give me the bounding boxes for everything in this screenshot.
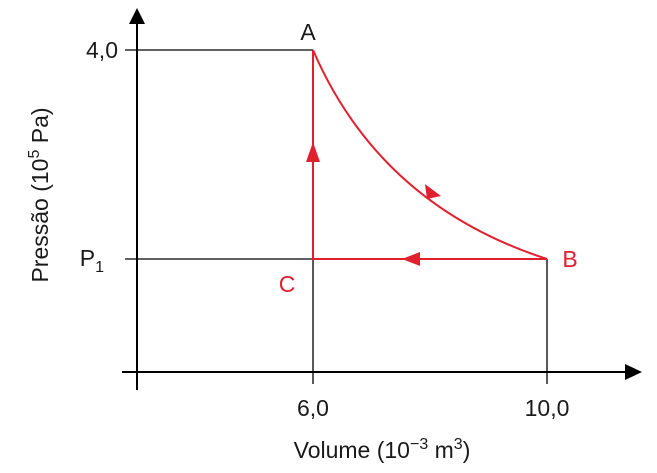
point-label: A — [300, 19, 316, 45]
point-label: C — [279, 271, 296, 297]
y-title-text: Pressão (10 — [27, 159, 53, 283]
y-tick-label: P1 — [80, 245, 104, 276]
x-title-text: Volume (10 — [294, 437, 410, 463]
x-axis-title: Volume (10−3 m3) — [294, 436, 471, 463]
arrow-left — [402, 252, 420, 266]
y-tick-sub: 1 — [95, 259, 104, 276]
x-tick-label: 6,0 — [297, 395, 329, 421]
y-axis-arrow — [129, 8, 145, 24]
y-axis-title: Pressão (105 Pa) — [26, 107, 53, 282]
y-title-sup: 5 — [26, 150, 43, 159]
x-title-text: m — [428, 437, 454, 463]
x-title-text: ) — [463, 437, 471, 463]
cycle-path — [312, 49, 548, 260]
arrow-up — [306, 142, 320, 162]
arrow-curve — [425, 184, 441, 199]
x-title-sup: 3 — [454, 436, 463, 453]
y-tick-label: P — [80, 245, 95, 271]
point-label: B — [562, 246, 577, 272]
x-title-sup: −3 — [410, 436, 428, 453]
y-tick-label: 4,0 — [86, 37, 118, 63]
x-axis-arrow — [625, 364, 642, 380]
y-title-text: Pa) — [27, 107, 53, 149]
x-tick-label: 10,0 — [525, 395, 570, 421]
